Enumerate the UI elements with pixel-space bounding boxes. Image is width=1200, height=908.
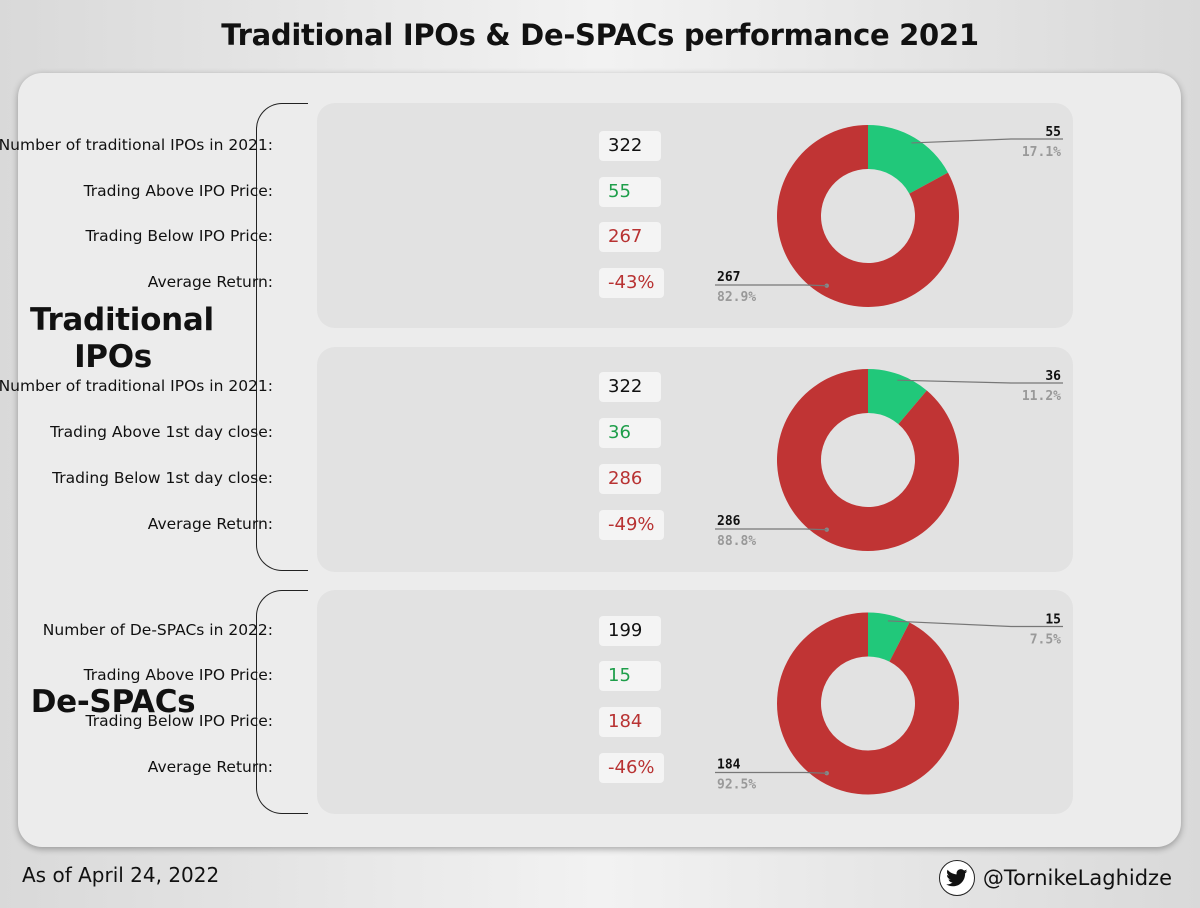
- stat-value: 267: [599, 222, 661, 252]
- donut-chart: 36 11.2% 286 88.8%: [715, 369, 1063, 551]
- stat-label: Number of De-SPACs in 2022:: [42, 621, 273, 639]
- donut-chart: 55 17.1% 267 82.9%: [715, 125, 1063, 307]
- slice-above: [868, 125, 948, 194]
- twitter-handle: @TornikeLaghidze: [982, 866, 1172, 890]
- stat-value: 286: [599, 464, 661, 494]
- stat-label: Trading Above 1st day close:: [50, 423, 273, 441]
- below-count-label: 184: [717, 758, 741, 773]
- twitter-bird-icon: [938, 860, 975, 896]
- stat-value: 322: [599, 372, 661, 402]
- leader-line-above: [897, 379, 1063, 384]
- stat-row-total: Number of De-SPACs in 2022: 199: [43, 616, 757, 646]
- stat-label: Trading Above IPO Price:: [83, 182, 273, 200]
- below-count-label: 267: [717, 270, 740, 285]
- stat-row-return: Average Return: -46%: [148, 753, 757, 783]
- leader-line-above: [911, 138, 1063, 144]
- page-title: Traditional IPOs & De-SPACs performance …: [221, 18, 979, 52]
- donut-chart: 15 7.5% 184 92.5%: [715, 612, 1063, 795]
- slice-above: [868, 369, 927, 425]
- stat-value: 322: [599, 131, 661, 161]
- stat-value: -43%: [599, 268, 664, 298]
- slice-below: [777, 369, 959, 551]
- above-count-label: 36: [1045, 369, 1061, 384]
- above-percent-label: 17.1%: [1022, 145, 1061, 160]
- stat-value: 15: [599, 661, 661, 691]
- stat-row-below: Trading Below IPO Price: 184: [86, 707, 757, 737]
- despacs-card: Number of De-SPACs in 2022: 199 Trading …: [43, 590, 1073, 814]
- stat-value: 55: [599, 177, 661, 207]
- twitter-credit[interactable]: @TornikeLaghidze: [938, 860, 1172, 896]
- stat-label: Average Return:: [147, 273, 273, 291]
- leader-line-below: [715, 528, 827, 531]
- stat-row-above: Trading Above IPO Price: 15: [84, 661, 757, 691]
- stat-row-above: Trading Above IPO Price: 55: [84, 177, 757, 207]
- traditional-ipos-label-line1: Traditional: [30, 302, 214, 338]
- stat-value: 36: [599, 418, 661, 448]
- stat-label: Trading Below 1st day close:: [52, 469, 273, 487]
- traditional-ipos-bracket: [256, 103, 308, 571]
- stat-label: Number of traditional IPOs in 2021:: [0, 377, 273, 395]
- stat-row-return: Average Return: -49%: [148, 510, 757, 540]
- as-of-date: As of April 24, 2022: [22, 863, 220, 887]
- despacs-label-line1: De-SPACs: [30, 684, 196, 720]
- leader-line-below: [715, 284, 827, 287]
- stat-label: Trading Below IPO Price:: [85, 227, 273, 245]
- below-count-label: 286: [717, 514, 741, 529]
- stat-value: 184: [599, 707, 661, 737]
- stat-row-total: Number of traditional IPOs in 2021: 322: [0, 131, 757, 161]
- slice-above: [868, 612, 910, 662]
- below-percent-label: 82.9%: [717, 290, 756, 305]
- slice-below: [777, 612, 959, 795]
- stat-value: -46%: [599, 753, 664, 783]
- stat-label: Trading Below IPO Price:: [85, 712, 273, 730]
- above-count-label: 15: [1045, 613, 1061, 628]
- above-count-label: 55: [1045, 125, 1061, 140]
- first-day-close-card: Number of traditional IPOs in 2021: 322 …: [0, 347, 1073, 572]
- despacs-label: De-SPACs: [30, 684, 196, 721]
- stat-value: -49%: [599, 510, 664, 540]
- stat-row-below: Trading Below 1st day close: 286: [52, 464, 757, 494]
- traditional-ipos-label-line2: IPOs: [74, 339, 152, 375]
- stat-row-above: Trading Above 1st day close: 36: [50, 418, 757, 448]
- stat-label: Number of traditional IPOs in 2021:: [0, 136, 273, 154]
- ipo-price-card: Number of traditional IPOs in 2021: 322 …: [0, 103, 1073, 328]
- stat-label: Trading Above IPO Price:: [83, 666, 273, 684]
- stat-row-return: Average Return: -43%: [148, 268, 757, 298]
- slice-below: [777, 125, 959, 307]
- stat-row-below: Trading Below IPO Price: 267: [86, 222, 757, 252]
- below-percent-label: 88.8%: [717, 534, 756, 549]
- stat-value: 199: [599, 616, 661, 646]
- stat-label: Average Return:: [147, 515, 273, 533]
- below-percent-label: 92.5%: [717, 778, 756, 793]
- stat-label: Average Return:: [147, 758, 273, 776]
- despacs-bracket: [256, 590, 308, 814]
- above-percent-label: 7.5%: [1030, 633, 1061, 648]
- leader-line-above: [887, 620, 1063, 628]
- traditional-ipos-label: Traditional IPOs: [30, 302, 214, 376]
- stat-row-total: Number of traditional IPOs in 2021: 322: [0, 372, 757, 402]
- above-percent-label: 11.2%: [1022, 389, 1061, 404]
- leader-line-below: [715, 771, 827, 774]
